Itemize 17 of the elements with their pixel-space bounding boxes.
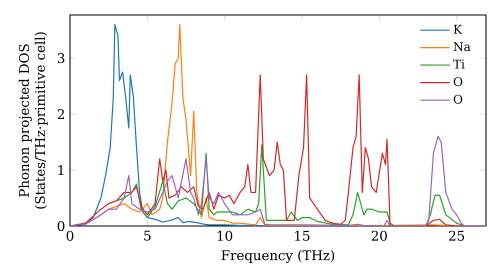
x-axis-title: Frequency (THz) <box>222 250 334 264</box>
y-tick-label: 0 <box>58 220 64 232</box>
x-tick-label: 20 <box>372 230 387 241</box>
legend-label: K <box>454 24 462 34</box>
x-tick-label: 5 <box>144 230 151 241</box>
y-axis-title: Phonon projected DOS (States/THz·primitive cell) <box>18 32 48 209</box>
x-tick-label: 10 <box>218 230 232 241</box>
legend-label: O <box>454 77 462 86</box>
y-tick-label: 2 <box>58 109 64 120</box>
x-tick-label: 25 <box>449 230 464 241</box>
y-tick-label: 3 <box>58 53 64 64</box>
legend-label: O <box>454 94 462 104</box>
legend-label: Na <box>454 42 470 52</box>
y-tick-label: 1 <box>58 165 64 175</box>
x-tick-label: 0 <box>66 230 74 241</box>
x-tick-label: 15 <box>295 230 310 241</box>
legend-label: Ti <box>453 60 465 68</box>
